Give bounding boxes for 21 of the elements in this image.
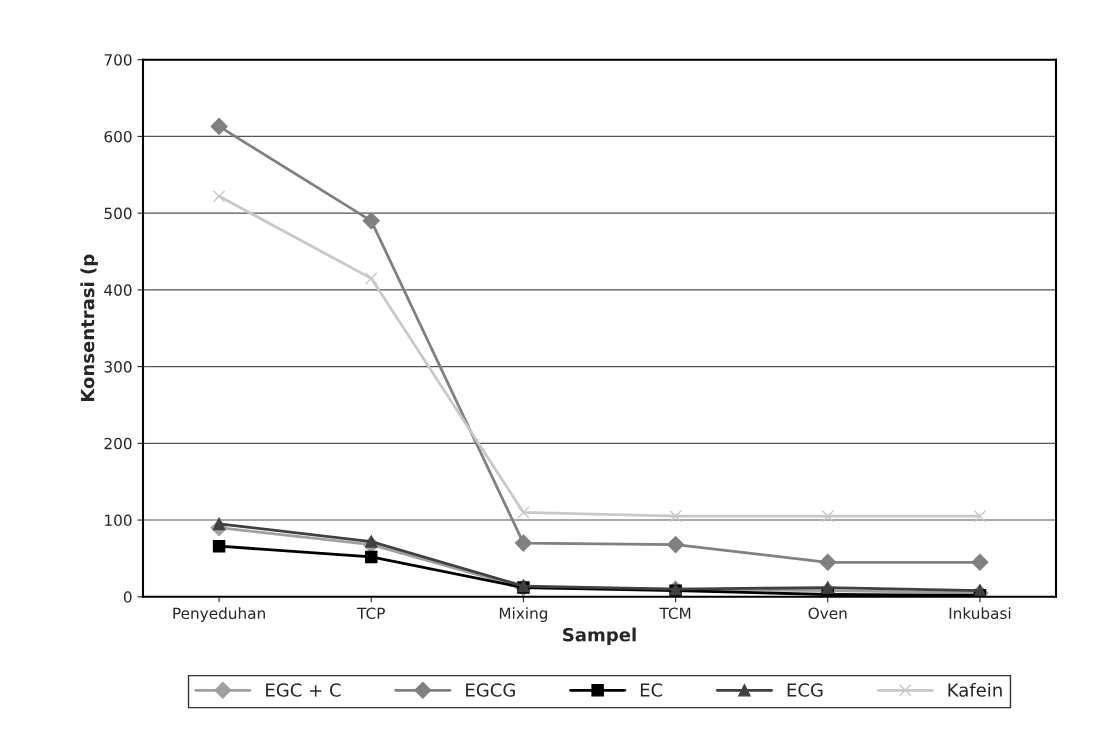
x-tick-label: Mixing (499, 607, 548, 622)
x-tick-label: Oven (808, 607, 847, 620)
legend-label: EGCG (466, 683, 515, 697)
y-tick-label: 700 (104, 54, 132, 66)
x-tick-label: Penyeduhan (173, 607, 265, 622)
x-tick-label: TCP (357, 607, 385, 620)
x-tick-label: Inkubasi (949, 607, 1011, 620)
legend-label: Kafein (948, 682, 1002, 697)
y-tick-label: 300 (104, 361, 132, 373)
y-tick-label: 100 (105, 514, 132, 527)
y-tick-label: 0 (123, 591, 132, 603)
legend-label: EC (640, 683, 663, 697)
y-tick-label: 200 (104, 437, 132, 450)
x-axis-title: Sampel (563, 627, 636, 646)
x-tick-label: TCM (659, 607, 691, 620)
y-axis-title: Konsentrasi (p (80, 254, 98, 402)
y-tick-label: 400 (104, 284, 132, 296)
legend-label: ECG (787, 683, 823, 697)
y-tick-label: 600 (104, 130, 132, 143)
y-tick-label: 500 (104, 207, 132, 220)
legend-label: EGC + C (266, 683, 341, 697)
